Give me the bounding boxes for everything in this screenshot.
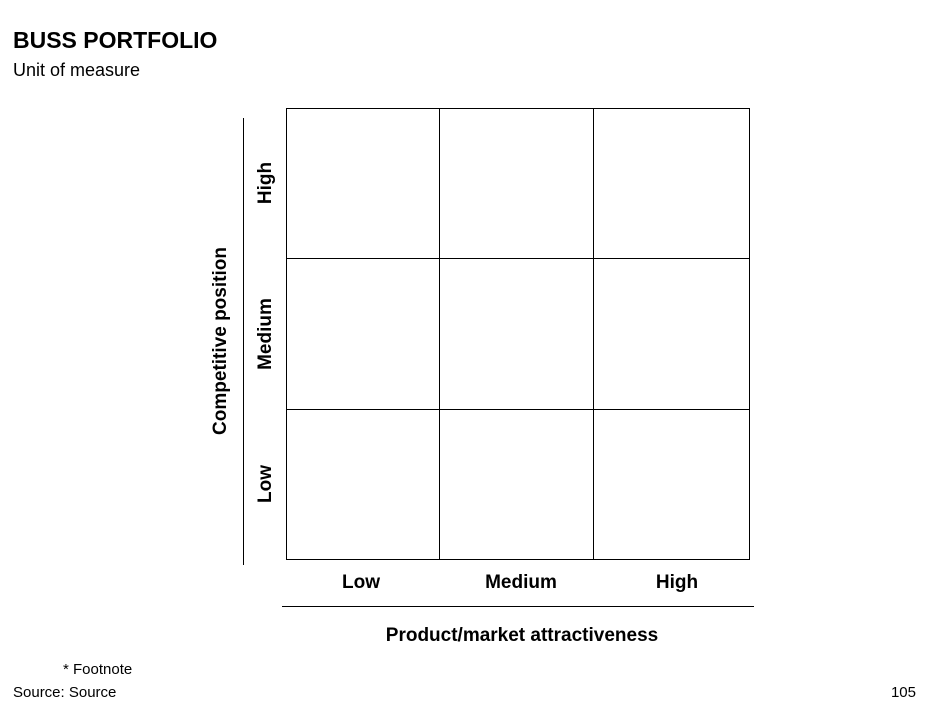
y-tick-low: Low: [255, 465, 276, 503]
x-tick-low: Low: [342, 572, 380, 593]
matrix-cell-high-medium: [440, 109, 594, 259]
page-number: 105: [890, 684, 916, 701]
y-axis-line: [243, 118, 244, 565]
x-axis-line: [282, 606, 754, 607]
matrix-cell-medium-high: [594, 259, 749, 410]
footnote: * Footnote: [63, 661, 133, 678]
matrix-cell-low-low: [287, 410, 440, 559]
y-axis-label: Competitive position: [210, 247, 231, 435]
x-tick-high: High: [655, 572, 699, 593]
matrix-cell-low-medium: [440, 410, 594, 559]
x-axis-label: Product/market attractiveness: [385, 625, 659, 646]
portfolio-matrix: [286, 108, 750, 560]
matrix-cell-high-low: [287, 109, 440, 259]
slide-title: BUSS PORTFOLIO: [13, 27, 218, 53]
matrix-cell-high-high: [594, 109, 749, 259]
source-note: Source: Source: [13, 684, 117, 701]
slide-subtitle: Unit of measure: [13, 60, 141, 80]
matrix-cell-medium-low: [287, 259, 440, 410]
y-tick-high: High: [255, 161, 276, 205]
matrix-cell-low-high: [594, 410, 749, 559]
x-tick-medium: Medium: [485, 572, 557, 593]
matrix-cell-medium-medium: [440, 259, 594, 410]
y-tick-medium: Medium: [255, 298, 276, 370]
